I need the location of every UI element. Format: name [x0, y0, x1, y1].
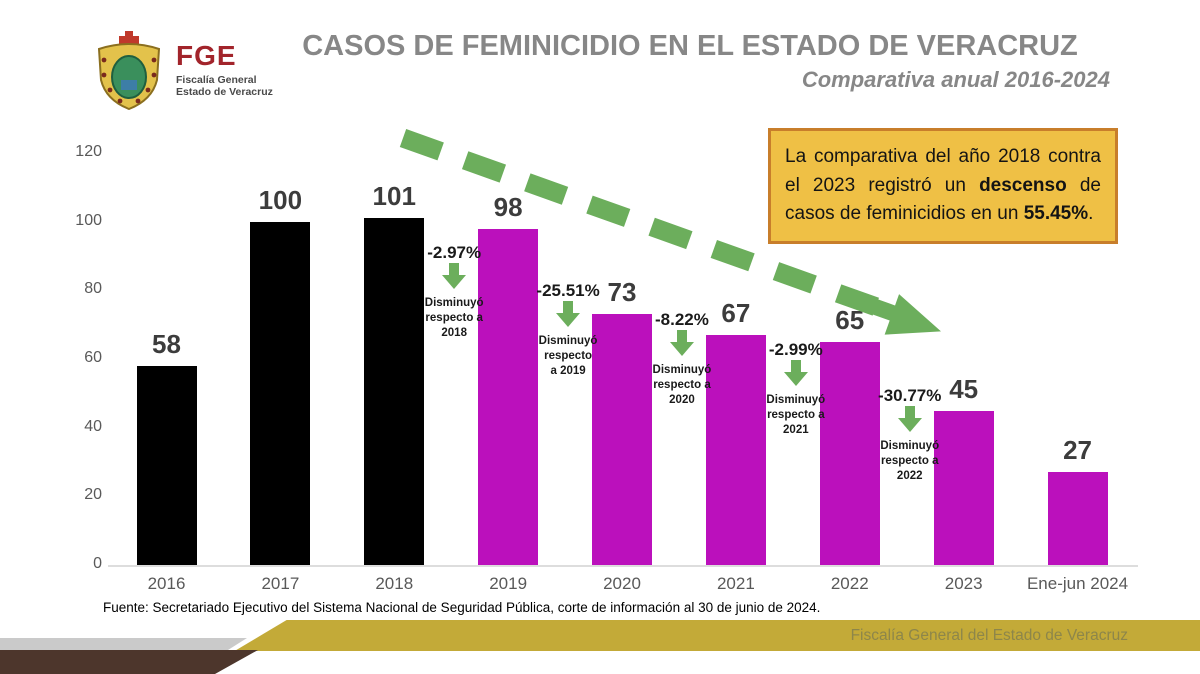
x-axis-label: 2017	[261, 574, 300, 593]
y-axis-label: 20	[84, 486, 102, 504]
decrease-caption: Disminuyó respecto a 2020	[652, 364, 712, 406]
decrease-annotation: -2.99% Disminuyó respecto a 2021	[746, 340, 846, 438]
decrease-annotation: -30.77% Disminuyó respecto a 2022	[860, 386, 960, 484]
header-titles: CASOS DE FEMINICIDIO EN EL ESTADO DE VER…	[270, 30, 1110, 93]
page-subtitle: Comparativa anual 2016-2024	[801, 67, 1110, 92]
callout-text-segment: .	[1088, 203, 1094, 224]
decrease-annotation: -25.51% Disminuyó respecto a 2019	[518, 281, 618, 379]
bar-Ene-jun 2024	[1047, 472, 1108, 565]
logo-line1: Fiscalía General	[176, 74, 257, 86]
bar-value-label: 101	[372, 181, 416, 211]
decrease-caption: Disminuyó respecto a 2018	[424, 297, 484, 339]
source-note: Fuente: Secretariado Ejecutivo del Siste…	[103, 600, 821, 615]
decrease-annotation: -2.97% Disminuyó respecto a 2018	[404, 243, 504, 341]
bar-value-label: 65	[835, 305, 865, 335]
footer-decoration	[0, 618, 1200, 674]
y-axis-label: 100	[75, 211, 102, 229]
decrease-percent: -30.77%	[878, 386, 942, 405]
page-title: CASOS DE FEMINICIDIO EN EL ESTADO DE VER…	[302, 30, 1078, 62]
bar-2022	[819, 342, 880, 565]
decrease-caption: Disminuyó respecto a 2019	[538, 335, 598, 377]
x-axis-label: 2023	[944, 574, 983, 593]
y-axis-label: 120	[75, 143, 102, 160]
y-axis-label: 0	[93, 555, 102, 572]
decrease-caption: Disminuyó respecto a 2022	[880, 440, 940, 482]
bar-2017	[250, 222, 311, 565]
bar-2016	[136, 366, 197, 565]
bar-2020	[592, 314, 653, 565]
decrease-arrow-icon	[442, 263, 467, 289]
y-axis-label: 40	[84, 417, 102, 435]
x-axis-label: 2022	[830, 574, 869, 593]
logo-text: FGE Fiscalía General Estado de Veracruz	[176, 40, 273, 99]
decrease-arrow-icon	[783, 360, 808, 386]
footer-band-label: Fiscalía General del Estado de Veracruz	[850, 627, 1128, 644]
y-axis-label: 60	[84, 349, 102, 366]
fge-logo: FGE Fiscalía General Estado de Veracruz	[92, 30, 273, 110]
decrease-arrow-icon	[556, 301, 581, 327]
bar-value-label: 45	[949, 374, 979, 404]
decrease-percent: -25.51%	[536, 281, 600, 300]
bar-value-label: 58	[152, 329, 181, 359]
veracruz-crest-icon	[97, 31, 161, 110]
decrease-percent: -2.97%	[427, 243, 482, 262]
x-axis-label: 2020	[603, 574, 641, 593]
decrease-percent: -8.22%	[655, 310, 709, 329]
decrease-caption: Disminuyó respecto a 2021	[766, 394, 826, 436]
y-axis-label: 80	[84, 280, 102, 298]
bar-value-label: 98	[493, 192, 523, 222]
callout-bold-text: 55.45%	[1023, 203, 1089, 224]
x-axis-label: 2018	[375, 574, 414, 593]
x-axis-line	[108, 565, 1138, 567]
logo-fge: FGE	[176, 40, 237, 71]
decrease-annotation: -8.22% Disminuyó respecto a 2020	[632, 310, 732, 408]
x-axis-label: 2016	[147, 574, 186, 593]
bar-value-label: 27	[1063, 435, 1092, 465]
x-axis-label: 2021	[716, 574, 755, 593]
logo-line2: Estado de Veracruz	[176, 86, 273, 98]
x-axis-label: Ene-jun 2024	[1026, 574, 1129, 593]
bar-2023	[933, 411, 994, 565]
decrease-arrow-icon	[897, 406, 922, 432]
callout-bold-text: descenso	[979, 174, 1067, 196]
bar-2021	[705, 335, 766, 565]
decrease-arrow-icon	[669, 330, 694, 356]
decrease-percent: -2.99%	[768, 340, 823, 359]
bar-value-label: 100	[258, 185, 303, 215]
x-axis-label: 2019	[489, 574, 528, 593]
